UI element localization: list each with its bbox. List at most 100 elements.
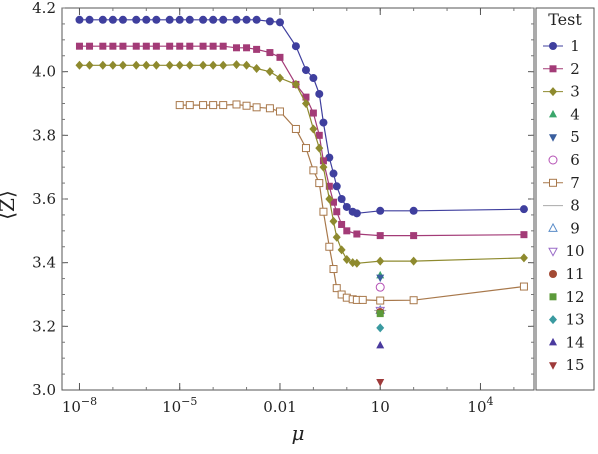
legend-title: Test bbox=[548, 10, 582, 29]
legend-swatch-2 bbox=[549, 65, 557, 73]
legend-label-13: 13 bbox=[565, 311, 584, 329]
series-2-point bbox=[176, 42, 184, 50]
series-3-line bbox=[79, 64, 524, 264]
series-1-point bbox=[142, 15, 151, 24]
series-3-point bbox=[252, 63, 261, 73]
series-2-point bbox=[325, 182, 333, 190]
series-2-point bbox=[302, 93, 310, 101]
legend-swatch-14 bbox=[549, 337, 557, 346]
legend-label-5: 5 bbox=[570, 128, 580, 146]
series-layer bbox=[75, 15, 528, 387]
series-1-point bbox=[342, 202, 351, 211]
series-1-point bbox=[265, 17, 274, 26]
legend-swatch-11 bbox=[549, 270, 557, 278]
series-2-point bbox=[343, 227, 351, 235]
series-2-point bbox=[319, 157, 327, 165]
series-3-point bbox=[219, 60, 228, 70]
series-2-point bbox=[119, 42, 127, 50]
series-1-point bbox=[301, 66, 310, 75]
series-1-point bbox=[175, 15, 184, 24]
series-2-point bbox=[142, 42, 150, 50]
series-1-point bbox=[329, 169, 338, 178]
legend-label-9: 9 bbox=[570, 219, 580, 237]
series-13-point bbox=[376, 323, 385, 333]
legend-swatch-9 bbox=[548, 222, 558, 232]
legend-label-7: 7 bbox=[570, 174, 580, 192]
series-7-point bbox=[376, 296, 385, 305]
x-tick-label: 10−8 bbox=[62, 395, 97, 416]
series-3-point bbox=[132, 60, 141, 70]
series-1-point bbox=[337, 195, 346, 203]
series-7-point bbox=[265, 104, 274, 113]
series-7-line bbox=[179, 103, 524, 302]
series-3-point bbox=[519, 253, 528, 263]
series-3-point bbox=[98, 60, 107, 70]
x-tick-label: 104 bbox=[467, 395, 493, 416]
series-3-point bbox=[165, 60, 174, 70]
legend-label-14: 14 bbox=[565, 333, 584, 351]
legend-label-8: 8 bbox=[570, 197, 580, 215]
series-1-point bbox=[232, 15, 241, 24]
series-7-point bbox=[315, 179, 324, 188]
series-7-point bbox=[185, 101, 194, 110]
series-1-point bbox=[98, 15, 107, 24]
legend-label-1: 1 bbox=[570, 37, 580, 55]
series-2-point bbox=[152, 42, 160, 50]
series-1-point bbox=[519, 205, 528, 214]
series-2-point bbox=[266, 49, 274, 57]
series-2-point bbox=[109, 42, 117, 50]
series-14-point bbox=[376, 340, 385, 349]
legend-label-6: 6 bbox=[570, 151, 580, 169]
series-2-point bbox=[186, 42, 194, 50]
series-3-point bbox=[175, 60, 184, 70]
legend-label-12: 12 bbox=[565, 288, 584, 306]
series-2-point bbox=[330, 198, 338, 206]
legend-label-4: 4 bbox=[570, 105, 580, 123]
series-7-point bbox=[325, 242, 334, 251]
series-12-point bbox=[376, 310, 384, 318]
series-2-point bbox=[219, 42, 227, 50]
series-3-point bbox=[352, 258, 361, 268]
series-3-point bbox=[342, 254, 351, 264]
legend-swatch-3 bbox=[549, 87, 557, 97]
legend-swatch-7 bbox=[549, 178, 557, 187]
legend-label-2: 2 bbox=[570, 60, 580, 78]
series-3-point bbox=[118, 60, 127, 70]
legend-label-10: 10 bbox=[565, 242, 584, 260]
series-2-point bbox=[243, 44, 251, 52]
series-2-point bbox=[253, 45, 261, 53]
series-3-point bbox=[209, 60, 218, 70]
series-1-point bbox=[325, 153, 334, 162]
series-1-point bbox=[165, 15, 174, 24]
x-axis-title: μ bbox=[292, 421, 305, 445]
legend-swatch-6 bbox=[548, 155, 558, 165]
series-7-point bbox=[275, 107, 284, 116]
legend-label-3: 3 bbox=[570, 83, 580, 101]
series-2-point bbox=[376, 232, 384, 240]
series-3-point bbox=[85, 60, 94, 70]
series-2-point bbox=[166, 42, 174, 50]
series-3-point bbox=[409, 256, 418, 266]
series-7-point bbox=[242, 101, 251, 110]
series-1-point bbox=[132, 15, 141, 24]
y-tick-label: 4.0 bbox=[32, 63, 56, 81]
series-7-point bbox=[519, 282, 528, 291]
legend-label-15: 15 bbox=[565, 356, 584, 374]
series-2-point bbox=[353, 230, 361, 238]
legend-swatch-5 bbox=[549, 134, 557, 142]
series-1-point bbox=[118, 15, 127, 24]
series-3-point bbox=[376, 256, 385, 266]
series-1-point bbox=[315, 89, 324, 98]
series-3-point bbox=[301, 99, 310, 108]
series-1-point bbox=[185, 15, 194, 24]
series-3-point bbox=[242, 60, 251, 70]
series-3-point bbox=[75, 60, 84, 70]
series-2-point bbox=[333, 208, 341, 216]
series-7-point bbox=[319, 207, 328, 216]
x-tick-labels: 10−8 10−5 0.01 10 104 bbox=[62, 395, 494, 416]
series-7-point bbox=[409, 296, 418, 305]
y-tick-label: 3.6 bbox=[32, 190, 56, 208]
y-tick-label: 3.2 bbox=[32, 317, 56, 335]
series-7-point bbox=[329, 265, 338, 274]
